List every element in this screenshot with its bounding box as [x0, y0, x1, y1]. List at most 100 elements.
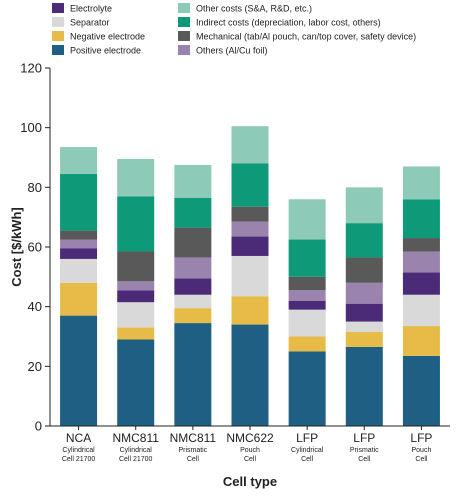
bar-segment [60, 248, 98, 259]
bar-segment [117, 290, 155, 303]
x-tick-sublabel: Prismatic [350, 447, 379, 454]
legend-label: Negative electrode [70, 32, 145, 42]
bar-segment [345, 346, 383, 426]
legend-item: Other costs (S&A, R&D, etc.) [178, 3, 312, 14]
legend-item: Positive electrode [52, 45, 141, 56]
bar-segment [402, 355, 440, 426]
bar-segment [60, 173, 98, 231]
bar-segment [288, 336, 326, 352]
y-ticks: 0 20 40 60 80 100 120 [20, 61, 50, 434]
legend-swatch [178, 31, 190, 41]
x-tick-sublabel: Prismatic [178, 447, 207, 454]
legend-item: Electrolyte [52, 3, 112, 14]
x-tick-sublabel: Cell 21700 [119, 456, 153, 463]
legend-swatch [178, 45, 190, 55]
x-tick-sublabel: Pouch [411, 447, 431, 454]
x-tick-sublabel: Cell [415, 456, 428, 463]
bar-segment [288, 276, 326, 291]
bar-segment [402, 199, 440, 239]
legend-swatch [52, 17, 64, 27]
x-tick-label: NMC811 [112, 431, 159, 445]
bar-segment [174, 227, 212, 258]
legend-swatch [52, 45, 64, 55]
x-tick-sublabel: Cylindrical [120, 447, 153, 454]
bar-segment [345, 223, 383, 258]
x-tick-sublabel: Cell [358, 456, 371, 463]
x-tick-sublabel: Cell [187, 456, 200, 463]
x-axis-title: Cell type [223, 474, 277, 489]
bar-segment [117, 327, 155, 340]
bar-segment [174, 197, 212, 228]
bar-segment [231, 324, 269, 426]
legend-label: Other costs (S&A, R&D, etc.) [196, 4, 312, 14]
x-tick-label: NCA [66, 431, 91, 445]
legend: Electrolyte Separator Negative electrode Po… [52, 3, 416, 56]
bar-segment [60, 147, 98, 174]
bars [60, 126, 440, 426]
legend-item: Mechanical (tab/Al pouch, can/top cover,… [178, 31, 416, 42]
bar-segment [117, 251, 155, 282]
legend-item: Separator [52, 17, 110, 28]
bar-segment [402, 238, 440, 252]
bar-segment [231, 126, 269, 164]
x-tick-label: LFP [296, 431, 318, 445]
bar-segment [231, 296, 269, 325]
x-tick-sublabel: Pouch [240, 447, 260, 454]
legend-swatch [178, 17, 190, 27]
bar-segment [231, 255, 269, 297]
bar-segment [345, 187, 383, 224]
bar-segment [117, 339, 155, 426]
bar-segment [117, 196, 155, 252]
legend-item: Others (Al/Cu foil) [178, 45, 268, 56]
bar-segment [174, 164, 212, 198]
y-tick-label: 60 [28, 240, 42, 255]
bar-segment [60, 258, 98, 283]
bar-segment [402, 251, 440, 273]
y-tick-label: 100 [20, 120, 42, 135]
y-tick-label: 40 [28, 299, 42, 314]
bar-segment [174, 323, 212, 426]
x-tick-label: LFP [353, 431, 375, 445]
y-tick-label: 20 [28, 359, 42, 374]
bar-segment [288, 309, 326, 337]
x-tick-label: NMC622 [226, 431, 274, 445]
bar-segment [288, 199, 326, 240]
legend-label: Others (Al/Cu foil) [196, 46, 268, 56]
bar-segment [345, 332, 383, 347]
bar-segment [231, 206, 269, 222]
y-axis-title: Cost [$/kWh] [9, 207, 24, 286]
bar-segment [288, 239, 326, 277]
bar-segment [174, 278, 212, 295]
bar-segment [60, 315, 98, 426]
x-tick-sublabel: Cell [301, 456, 314, 463]
x-tick-sublabel: Cell [244, 456, 257, 463]
bar-segment [345, 282, 383, 304]
bar-segment [117, 158, 155, 197]
bar-segment [345, 303, 383, 322]
legend-item: Negative electrode [52, 31, 145, 42]
legend-label: Electrolyte [70, 4, 112, 14]
x-tick-label: NMC811 [170, 431, 217, 445]
bar-segment [402, 166, 440, 200]
bar-segment [174, 294, 212, 309]
x-tick-sublabel: Cell 21700 [62, 456, 96, 463]
y-tick-label: 120 [20, 61, 42, 76]
legend-swatch [52, 3, 64, 13]
y-tick-label: 80 [28, 180, 42, 195]
bar-segment [231, 163, 269, 207]
legend-swatch [52, 31, 64, 41]
legend-label: Mechanical (tab/Al pouch, can/top cover,… [196, 32, 416, 42]
bar-segment [231, 236, 269, 256]
legend-swatch [178, 3, 190, 13]
legend-label: Separator [70, 18, 110, 28]
bar-segment [288, 300, 326, 310]
bar-segment [174, 308, 212, 324]
bar-segment [60, 239, 98, 249]
x-tick-label: LFP [410, 431, 432, 445]
x-tick-sublabel: Cylindrical [291, 447, 324, 454]
x-tick-labels: NCA Cylindrical Cell 21700 NMC811 Cylindrica… [62, 426, 432, 463]
bar-segment [345, 257, 383, 283]
bar-segment [60, 230, 98, 240]
bar-segment [345, 321, 383, 333]
